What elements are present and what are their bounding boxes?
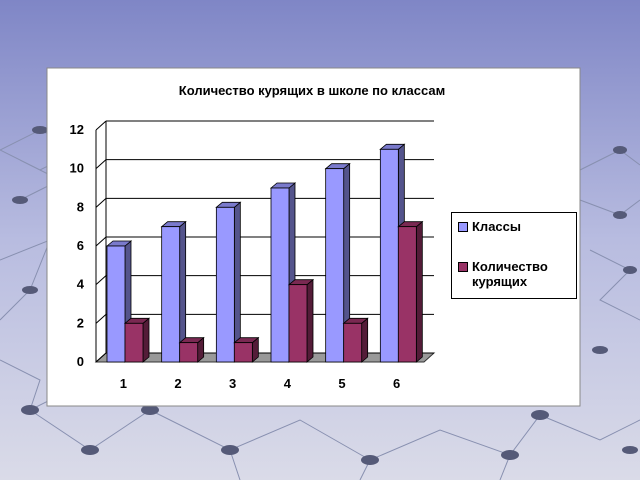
grid-line-side: [95, 236, 107, 247]
y-tick-label: 4: [77, 277, 85, 292]
grid-line-side: [95, 197, 107, 208]
legend-swatch: [458, 262, 468, 272]
network-nodes: [12, 126, 638, 465]
legend-label: Количество курящих: [472, 259, 548, 289]
grid-line-side: [95, 120, 107, 131]
x-tick-label: 4: [284, 376, 292, 391]
y-tick-label: 2: [77, 315, 84, 330]
bar: [233, 342, 253, 363]
legend: Классы Количество курящих: [451, 212, 577, 299]
bar: [106, 245, 126, 363]
grid-line-side: [95, 313, 107, 324]
chart-title: Количество курящих в школе по классам: [179, 83, 445, 98]
legend-entry: Количество курящих: [458, 259, 552, 289]
y-tick-label: 8: [77, 199, 84, 214]
bar: [379, 148, 399, 363]
x-tick-label: 1: [120, 376, 127, 391]
grid-line-side: [95, 275, 107, 286]
bar-side: [142, 317, 150, 363]
bar: [270, 187, 290, 363]
bar: [343, 322, 363, 363]
bar: [325, 168, 345, 363]
bar: [161, 226, 181, 363]
bar: [288, 284, 308, 363]
bar-side: [306, 278, 314, 363]
bar-side: [361, 317, 369, 363]
y-tick-label: 0: [77, 354, 84, 369]
legend-entry: Классы: [458, 219, 552, 234]
y-tick-label: 6: [77, 238, 84, 253]
x-tick-label: 6: [393, 376, 400, 391]
legend-swatch: [458, 222, 468, 232]
x-tick-label: 3: [229, 376, 236, 391]
y-tick-label: 10: [70, 161, 84, 176]
grid-line-side: [95, 159, 107, 170]
x-tick-label: 5: [338, 376, 345, 391]
bar: [215, 206, 235, 363]
x-tick-label: 2: [174, 376, 181, 391]
bar-side: [415, 220, 423, 363]
bar: [397, 226, 417, 363]
legend-label: Классы: [472, 219, 521, 234]
y-tick-label: 12: [70, 122, 84, 137]
grid-line-side: [95, 352, 107, 363]
bar: [124, 322, 144, 363]
bar: [179, 342, 199, 363]
